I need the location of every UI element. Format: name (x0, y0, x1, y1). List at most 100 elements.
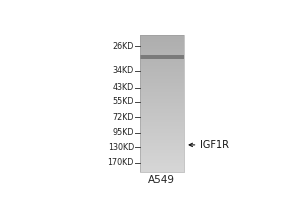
Bar (140, 49, 184, 50)
Bar (140, 162, 184, 163)
Bar (140, 59, 184, 60)
Bar (140, 114, 184, 115)
Bar (140, 67, 184, 68)
Bar (140, 135, 184, 136)
Bar (140, 39, 184, 40)
Bar (140, 53, 184, 54)
Bar (140, 150, 184, 151)
Bar (140, 132, 184, 133)
Bar (140, 158, 184, 159)
Bar (140, 136, 184, 137)
Bar (140, 70, 184, 71)
Bar (140, 57, 184, 58)
Bar (140, 144, 184, 145)
Bar (140, 45, 184, 46)
Bar (140, 61, 184, 62)
Bar (140, 171, 184, 172)
Bar (140, 143, 184, 144)
Bar (140, 153, 184, 154)
Bar (140, 82, 184, 83)
Text: IGF1R: IGF1R (189, 140, 229, 150)
Bar (140, 79, 184, 80)
Bar (140, 75, 184, 76)
Bar (140, 81, 184, 82)
Bar (140, 151, 184, 152)
Text: 170KD: 170KD (108, 158, 134, 167)
Bar (140, 46, 184, 47)
Bar (140, 122, 184, 123)
Bar (140, 116, 184, 117)
Bar (140, 104, 184, 105)
Bar (140, 170, 184, 171)
Bar (140, 121, 184, 122)
Bar (140, 118, 184, 119)
Bar (140, 78, 184, 79)
Bar (140, 109, 184, 110)
Bar (140, 37, 184, 38)
Bar (140, 101, 184, 102)
Text: 130KD: 130KD (108, 143, 134, 152)
Bar (140, 167, 184, 168)
Text: 72KD: 72KD (112, 113, 134, 122)
Bar (140, 112, 184, 113)
Bar (140, 90, 184, 91)
Bar (140, 77, 184, 78)
Bar (140, 124, 184, 125)
Text: 34KD: 34KD (113, 66, 134, 75)
Bar (140, 50, 184, 51)
Bar (140, 156, 184, 157)
Bar (140, 36, 184, 37)
Bar (140, 137, 184, 138)
Bar (140, 71, 184, 72)
Bar (140, 157, 184, 158)
Bar (140, 47, 184, 48)
Bar (140, 164, 184, 165)
Bar (140, 117, 184, 118)
Bar (140, 111, 184, 112)
Bar (140, 42, 184, 43)
Bar (140, 89, 184, 90)
Bar (140, 128, 184, 129)
Bar (140, 52, 184, 53)
Bar (140, 88, 184, 89)
Bar (140, 160, 184, 161)
Bar (140, 103, 184, 104)
Bar (140, 98, 184, 99)
Bar (140, 168, 184, 169)
Bar (140, 38, 184, 39)
Bar (140, 92, 184, 93)
Bar (140, 44, 184, 45)
Bar (140, 99, 184, 100)
Bar (140, 147, 184, 148)
Bar (140, 126, 184, 127)
Bar (140, 62, 184, 63)
Bar (140, 169, 184, 170)
Bar (140, 165, 184, 166)
Bar (140, 35, 184, 172)
Bar (140, 84, 184, 85)
Bar (140, 152, 184, 153)
Bar (140, 139, 184, 140)
Text: 55KD: 55KD (112, 97, 134, 106)
Bar (140, 120, 184, 121)
Bar (140, 69, 184, 70)
Bar (140, 68, 184, 69)
Text: A549: A549 (148, 175, 176, 185)
Bar (140, 65, 184, 66)
Bar (140, 95, 184, 96)
Bar (140, 72, 184, 73)
Bar (140, 54, 184, 55)
Bar (140, 100, 184, 101)
Bar (140, 113, 184, 114)
Bar (140, 141, 184, 142)
Bar (140, 80, 184, 81)
Bar (140, 105, 184, 106)
Bar (140, 146, 184, 147)
Text: 26KD: 26KD (112, 42, 134, 51)
Bar (140, 91, 184, 92)
Bar (140, 161, 184, 162)
Bar (140, 40, 184, 41)
Bar (140, 108, 184, 109)
Bar (140, 85, 184, 86)
Bar (140, 73, 184, 74)
